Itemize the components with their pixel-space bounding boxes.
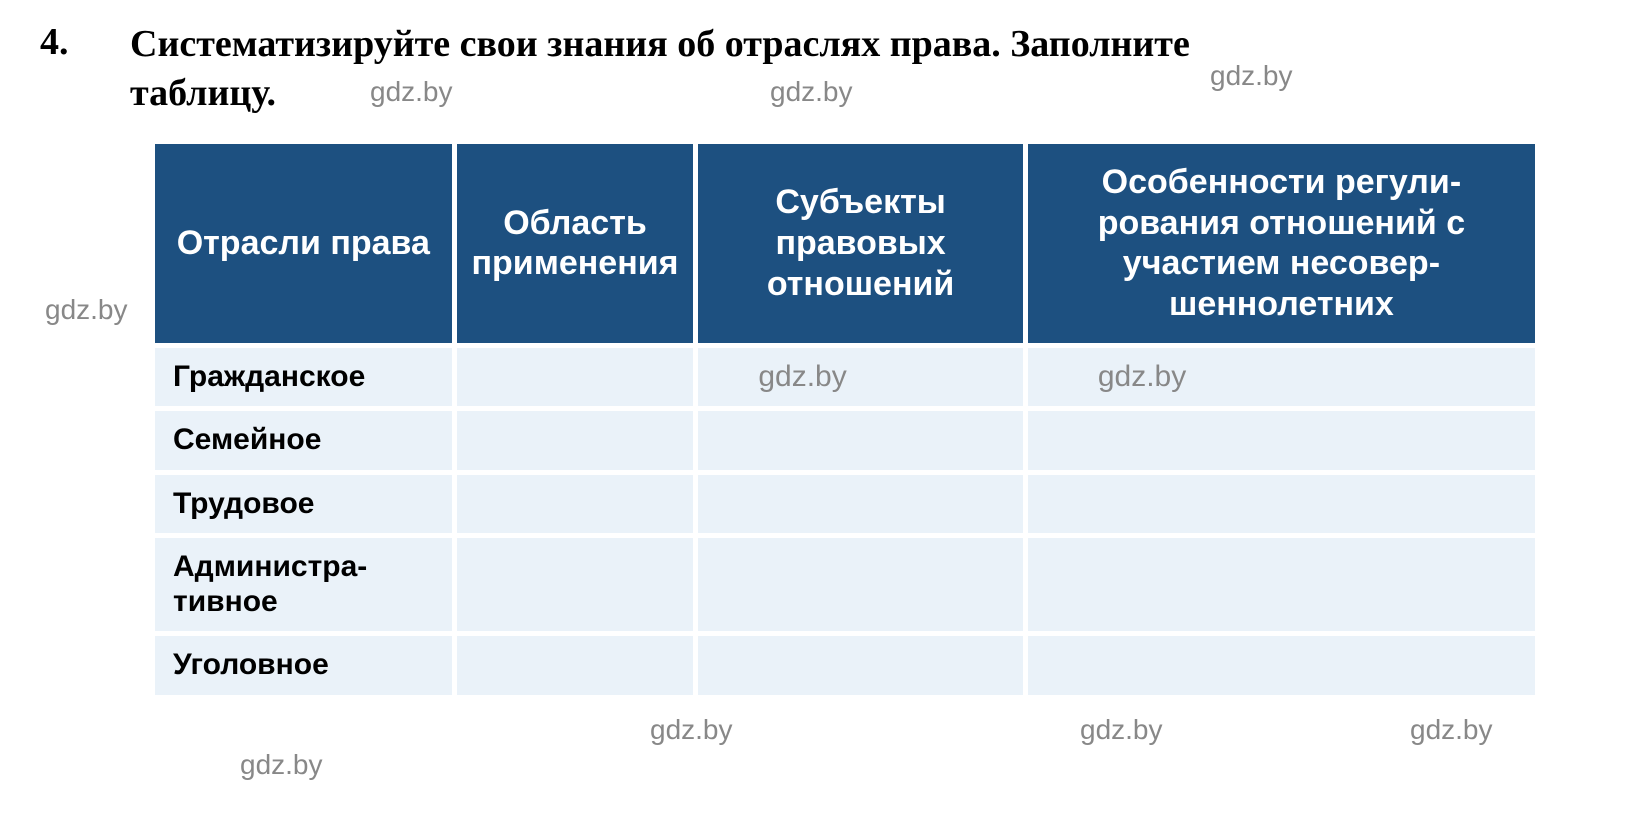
header-minors: Особенности регули­рования отношений с у…	[1028, 144, 1535, 343]
cell	[457, 475, 694, 534]
row-label: Семейное	[155, 411, 452, 470]
table-row: Трудовое	[155, 475, 1535, 534]
row-label: Администра­тивное	[155, 538, 452, 631]
table-header-row: Отрасли права Область приме­нения Субъек…	[155, 144, 1535, 343]
cell	[457, 411, 694, 470]
table-row: Гражданское gdz.by gdz.by	[155, 348, 1535, 407]
table-row: Семейное	[155, 411, 1535, 470]
cell: gdz.by	[1028, 348, 1535, 407]
cell	[1028, 411, 1535, 470]
watermark: gdz.by	[240, 749, 323, 781]
watermark: gdz.by	[1410, 714, 1493, 746]
header-branches: Отрасли права	[155, 144, 452, 343]
cell	[698, 636, 1022, 695]
watermark: gdz.by	[1210, 60, 1293, 92]
table-row: Администра­тивное	[155, 538, 1535, 631]
law-branches-table: Отрасли права Область приме­нения Субъек…	[150, 139, 1540, 700]
task-number: 4.	[40, 20, 90, 64]
row-label: Уголовное	[155, 636, 452, 695]
row-label: Трудовое	[155, 475, 452, 534]
cell	[1028, 636, 1535, 695]
task-header: 4. Систематизируйте свои знания об отрас…	[40, 20, 1587, 119]
cell	[457, 348, 694, 407]
cell	[698, 411, 1022, 470]
task-text-line2: таблицу.	[130, 72, 276, 114]
table-container: gdz.by gdz.by gdz.by gdz.by gdz.by Отрас…	[150, 139, 1587, 700]
header-subjects: Субъекты правовых отношений	[698, 144, 1022, 343]
watermark: gdz.by	[1080, 714, 1163, 746]
watermark: gdz.by	[650, 714, 733, 746]
cell	[457, 636, 694, 695]
cell	[1028, 538, 1535, 631]
cell	[698, 538, 1022, 631]
table-row: Уголовное	[155, 636, 1535, 695]
cell	[698, 475, 1022, 534]
cell	[1028, 475, 1535, 534]
cell	[457, 538, 694, 631]
header-scope: Область приме­нения	[457, 144, 694, 343]
watermark: gdz.by	[45, 294, 128, 326]
task-text-line1: Систематизируйте свои знания об отраслях…	[130, 23, 1190, 65]
task-text: Систематизируйте свои знания об отраслях…	[130, 20, 1190, 119]
row-label: Гражданское	[155, 348, 452, 407]
cell: gdz.by	[698, 348, 1022, 407]
